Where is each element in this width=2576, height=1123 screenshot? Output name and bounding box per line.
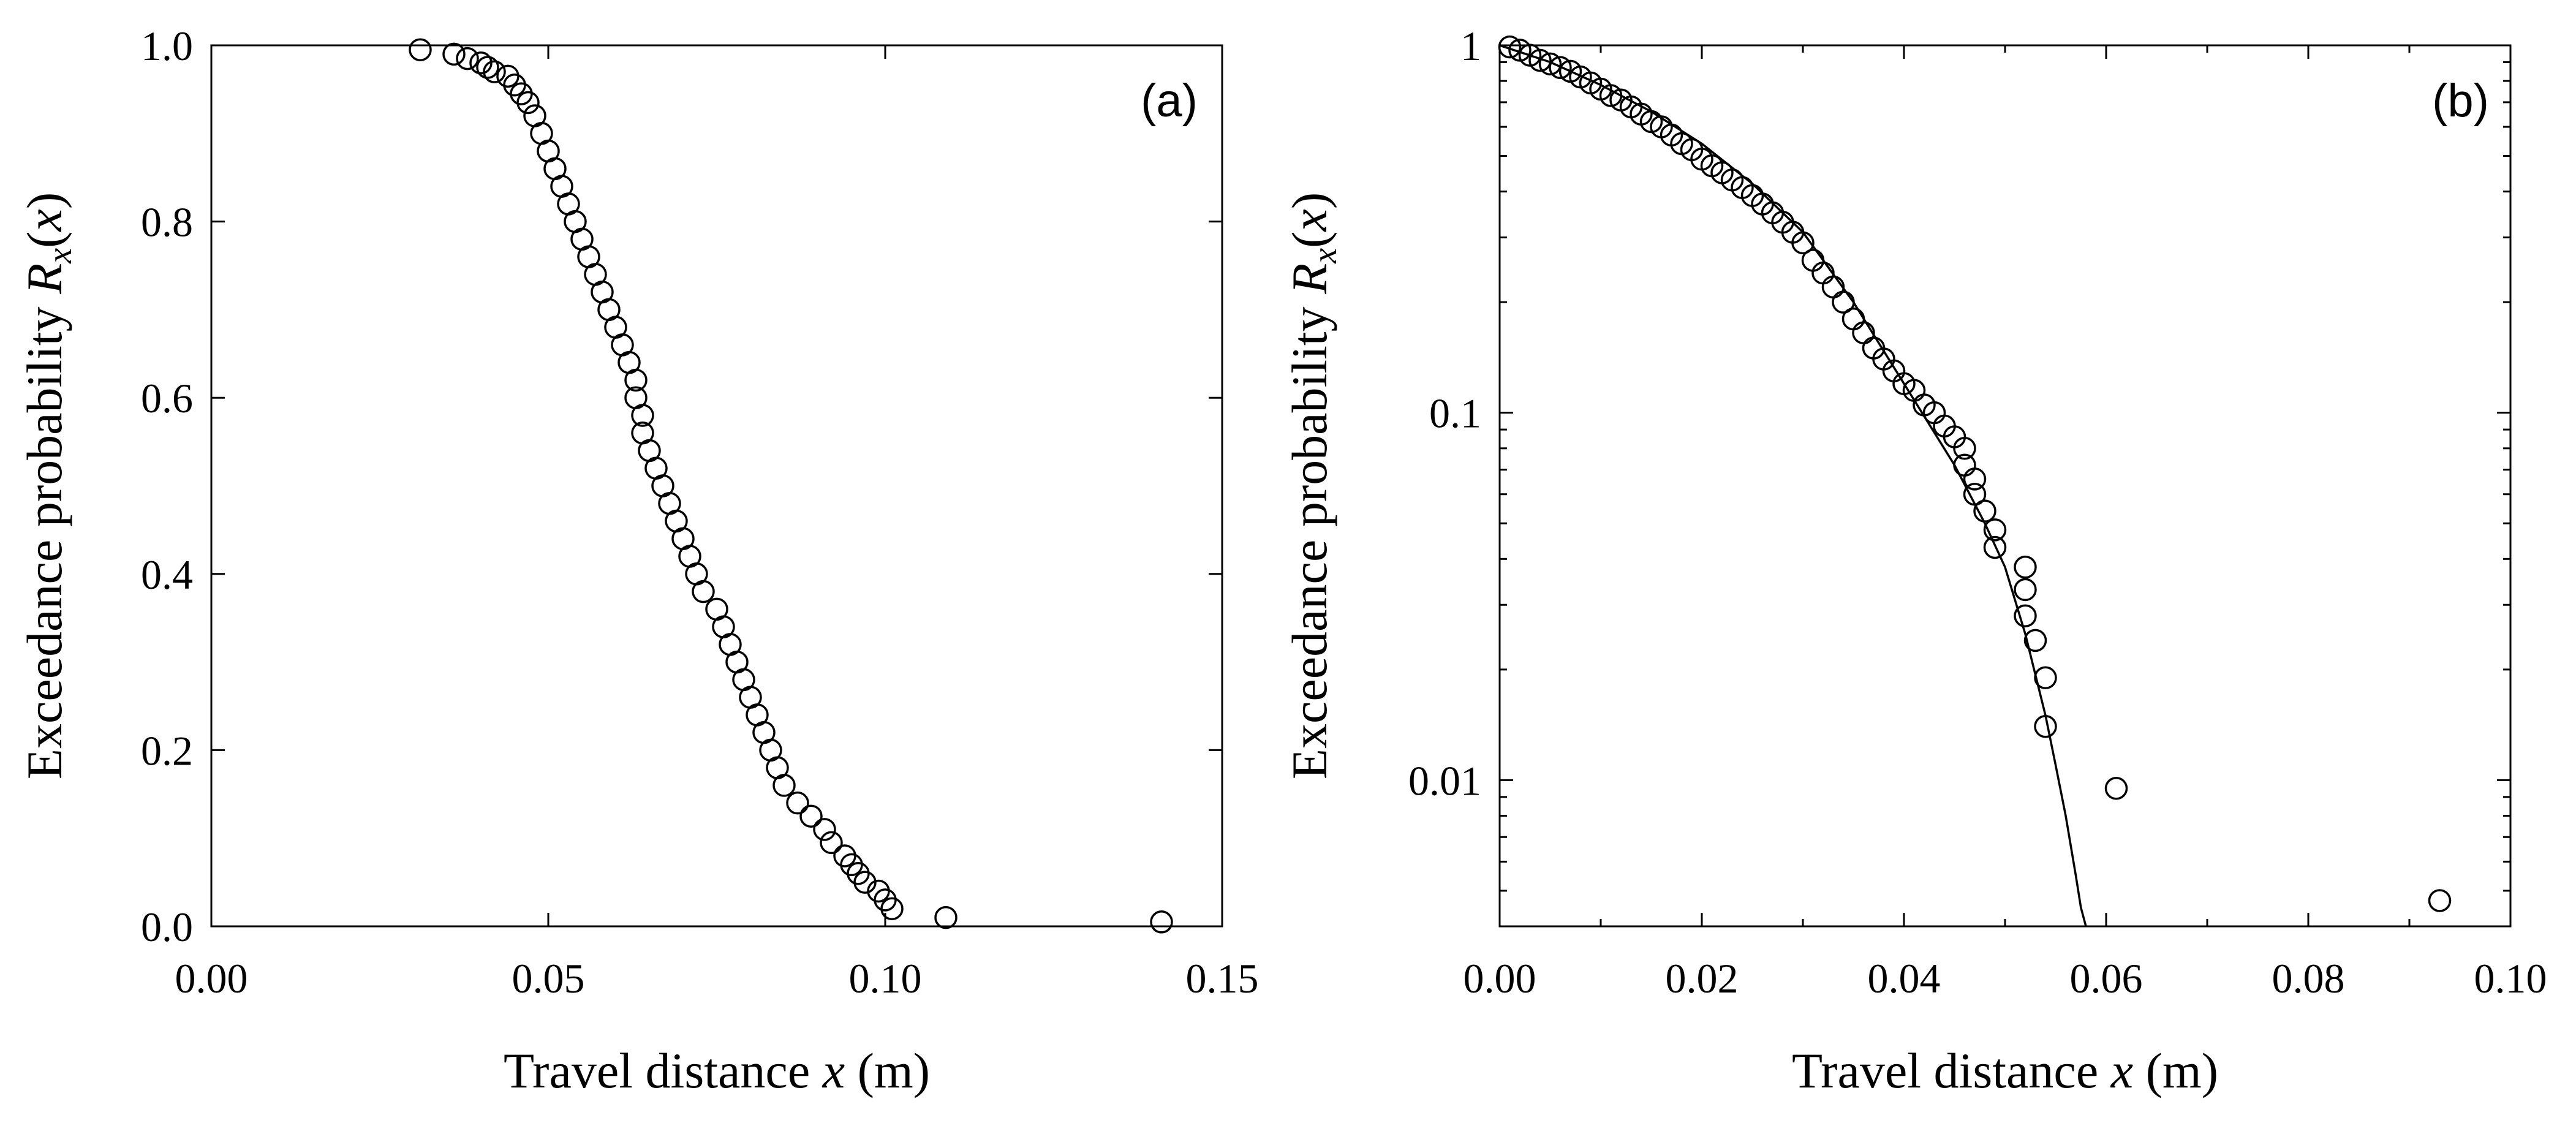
data-point	[1852, 321, 1875, 345]
data-point	[1150, 910, 1173, 934]
data-point	[1538, 52, 1562, 76]
data-point	[1528, 48, 1552, 72]
fit-line	[1500, 45, 2087, 926]
data-point	[409, 38, 432, 61]
data-point	[483, 60, 506, 83]
data-point	[799, 804, 823, 828]
y-tick-label: 0.1	[1429, 390, 1481, 437]
data-point	[2104, 776, 2128, 800]
data-point	[476, 56, 499, 79]
x-tick-label: 0.15	[1186, 955, 1259, 1002]
y-axis-label: Exceedance probability Rx(x)	[1282, 192, 1344, 779]
y-tick-label: 1	[1460, 23, 1481, 69]
data-point	[1801, 249, 1825, 272]
data-point	[2014, 604, 2037, 627]
x-axis-label: Travel distance x (m)	[504, 1043, 930, 1098]
data-point	[1549, 56, 1572, 80]
data-point	[813, 818, 836, 841]
y-tick-label: 0.0	[141, 904, 193, 950]
panel-label: (b)	[2432, 75, 2489, 127]
data-point	[1953, 437, 1976, 460]
y-tick-label: 0.8	[141, 199, 193, 246]
data-point	[786, 791, 809, 815]
panel-label: (a)	[1141, 75, 1198, 127]
data-point	[772, 774, 796, 797]
data-point	[692, 580, 715, 603]
data-point	[1983, 535, 2007, 559]
y-tick-label: 1.0	[141, 23, 193, 69]
data-point	[2023, 629, 2047, 652]
x-tick-label: 0.02	[1666, 955, 1739, 1002]
plot-frame	[1498, 44, 2512, 928]
panel-b: 0.00 0.02 0.04 0.06 0.08 0.10 0.01 0.1 1 Travel d…	[1282, 23, 2547, 1098]
x-tick-label: 0.00	[1464, 955, 1536, 1002]
panel-a: 0.00 0.05 0.10 0.15 0.0 0.2 0.4 0.6 0.8 1.0 Travel…	[17, 23, 1259, 1098]
x-tick-label: 0.10	[849, 955, 922, 1002]
data-point	[2428, 889, 2452, 912]
y-tick-label: 0.6	[141, 375, 193, 422]
y-tick-label: 0.4	[141, 551, 193, 598]
data-point	[624, 368, 648, 392]
y-tick-label: 0.01	[1408, 757, 1481, 804]
data-point	[1821, 275, 1845, 299]
plot-frame	[210, 44, 1223, 928]
x-tick-label: 0.00	[175, 955, 248, 1002]
x-tick-label: 0.10	[2474, 955, 2547, 1002]
x-tick-label: 0.05	[512, 955, 585, 1002]
data-point	[820, 831, 843, 855]
y-tick-label: 0.2	[141, 727, 193, 774]
data-point	[1498, 35, 1522, 59]
data-point	[1983, 518, 2007, 542]
data-point	[469, 51, 493, 75]
data-point	[2014, 578, 2037, 602]
data-point	[2014, 555, 2037, 579]
data-point	[853, 871, 877, 894]
data-point	[631, 404, 654, 427]
data-point	[456, 47, 479, 70]
data-point	[880, 897, 904, 920]
x-tick-label: 0.04	[1868, 955, 1941, 1002]
data-point	[1841, 307, 1865, 331]
x-tick-label: 0.06	[2070, 955, 2143, 1002]
data-point	[934, 906, 958, 929]
data-point	[442, 42, 466, 66]
x-axis-label: Travel distance x (m)	[1792, 1043, 2218, 1098]
data-point	[1811, 261, 1835, 285]
y-axis-label: Exceedance probability Rx(x)	[17, 192, 79, 779]
x-tick-label: 0.08	[2272, 955, 2345, 1002]
data-point	[1963, 467, 1987, 491]
data-point	[516, 91, 540, 115]
